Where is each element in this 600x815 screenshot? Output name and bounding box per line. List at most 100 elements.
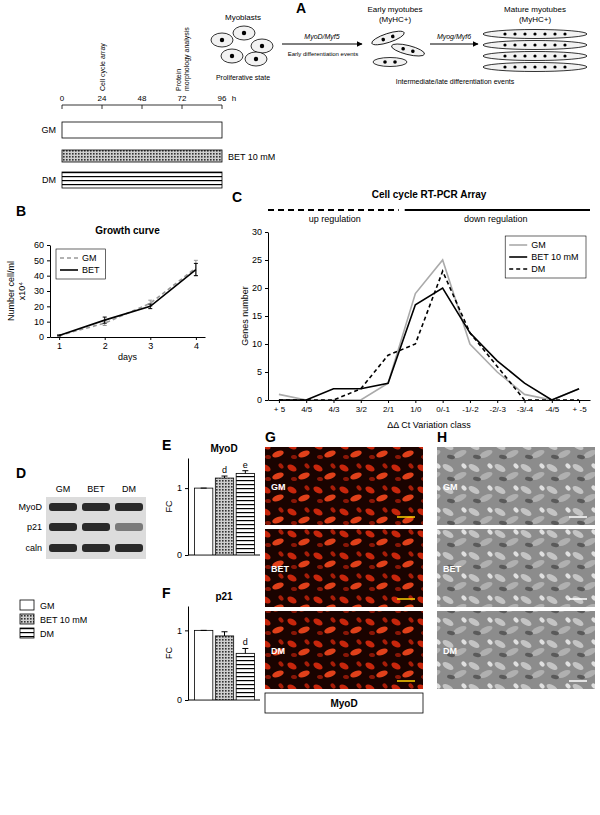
series-line [59,270,196,336]
nucleus [242,31,246,35]
tick-label: 0 [177,695,182,705]
nucleus [553,54,556,57]
transition-label: MyoD/Myf5 [304,33,340,41]
tick-mark [525,400,526,403]
tick-label: -3/-4 [517,405,534,414]
tick-label: 72 [178,94,187,103]
tick-mark [47,337,50,338]
myoblast [233,26,255,40]
blot-band [115,544,143,552]
nucleus [503,65,506,68]
tick-mark [361,400,362,403]
nucleus [260,44,264,48]
tick-mark [47,291,50,292]
axis-title: FC [164,500,174,512]
tick-mark [306,400,307,403]
nucleus [393,60,397,64]
myotube [390,42,425,59]
tick-mark [497,400,498,403]
axis-line [268,233,269,401]
panel-label: H [437,429,447,445]
blot-band [115,503,143,511]
image-label: DM [271,646,285,656]
unit: h [232,94,236,103]
tick-label: 96 [218,94,227,103]
axis: 01 [177,607,189,706]
tick-label: 4/5 [301,405,313,414]
tick-label: 50 [34,256,44,266]
tick-mark [388,400,389,403]
nucleus [543,54,546,57]
legend-label: GM [40,601,55,611]
error-bar [242,471,248,474]
x-tick: + -5 [573,400,588,414]
note: Proliferative state [216,74,270,81]
blot-band [82,503,110,511]
tick-mark [47,276,50,277]
tick-mark [196,337,197,340]
tick-mark [102,105,103,109]
legend-label: GM [531,240,546,250]
x-tick: -3/-4 [517,400,534,414]
mature-myotube [483,30,587,39]
nucleus [513,65,516,68]
micrograph [265,611,423,689]
tick-mark [415,400,416,403]
bar [236,473,254,555]
transition-label: Myog/Myf6 [437,33,471,41]
y-tick: 0 [39,332,50,342]
legend-swatch [20,600,34,610]
bar [215,636,233,700]
plot-area [195,471,255,555]
panel-label: B [16,203,26,219]
error-bar [148,304,152,309]
tick-mark [333,400,334,403]
mature-myotube [483,63,587,72]
tick-mark [265,316,268,317]
panel-label: G [265,429,276,445]
scale-bar [397,516,415,518]
x-tick: 0/-1 [436,400,450,414]
micrograph [437,447,595,525]
mature-myotube [483,41,587,50]
error-bar [201,630,207,631]
legend-label: BET [82,265,100,275]
nucleus [503,32,506,35]
image-label: DM [443,646,457,656]
axis: 051015202530 [252,227,269,405]
x-tick: 1/0 [410,400,422,414]
bar-chart: 01dp21FCF [162,585,260,705]
x-tick: 4 [194,337,199,351]
condition-label: BET 10 mM [228,152,275,162]
blot-band [49,503,77,511]
tick-mark [443,400,444,403]
axis-line [50,246,51,338]
nucleus [563,43,566,46]
axis: 1234 [51,337,206,351]
legend-label: DM [40,629,54,639]
y-tick: 1 [177,483,188,493]
tick-label: 4/3 [328,405,340,414]
y-tick: 0 [177,550,188,560]
row-label: caln [25,543,42,553]
image-label: BET [271,564,290,574]
nucleus [543,32,546,35]
myoblast [251,39,273,53]
diagram: AMyoblastsEarly myotubes(MyHC+)Mature my… [42,0,588,188]
plot-area [195,630,255,700]
tick-label: 1/0 [410,405,422,414]
nucleus [401,47,405,51]
legend-label: GM [82,253,97,263]
tick-mark [62,105,63,109]
tick-label: + 5 [274,405,286,414]
y-tick: 5 [257,367,268,377]
x-tick: 2/1 [383,400,395,414]
arrow [430,44,478,45]
y-tick: 20 [252,283,268,293]
line-chart: + 54/54/33/22/11/00/-1-1/-2-2/-3-3/-4-4/… [232,189,591,430]
myoblast [245,52,267,66]
y-tick: 50 [34,256,50,266]
x-tick: -2/-3 [489,400,506,414]
legend-swatch [509,268,527,270]
nucleus [390,34,395,39]
